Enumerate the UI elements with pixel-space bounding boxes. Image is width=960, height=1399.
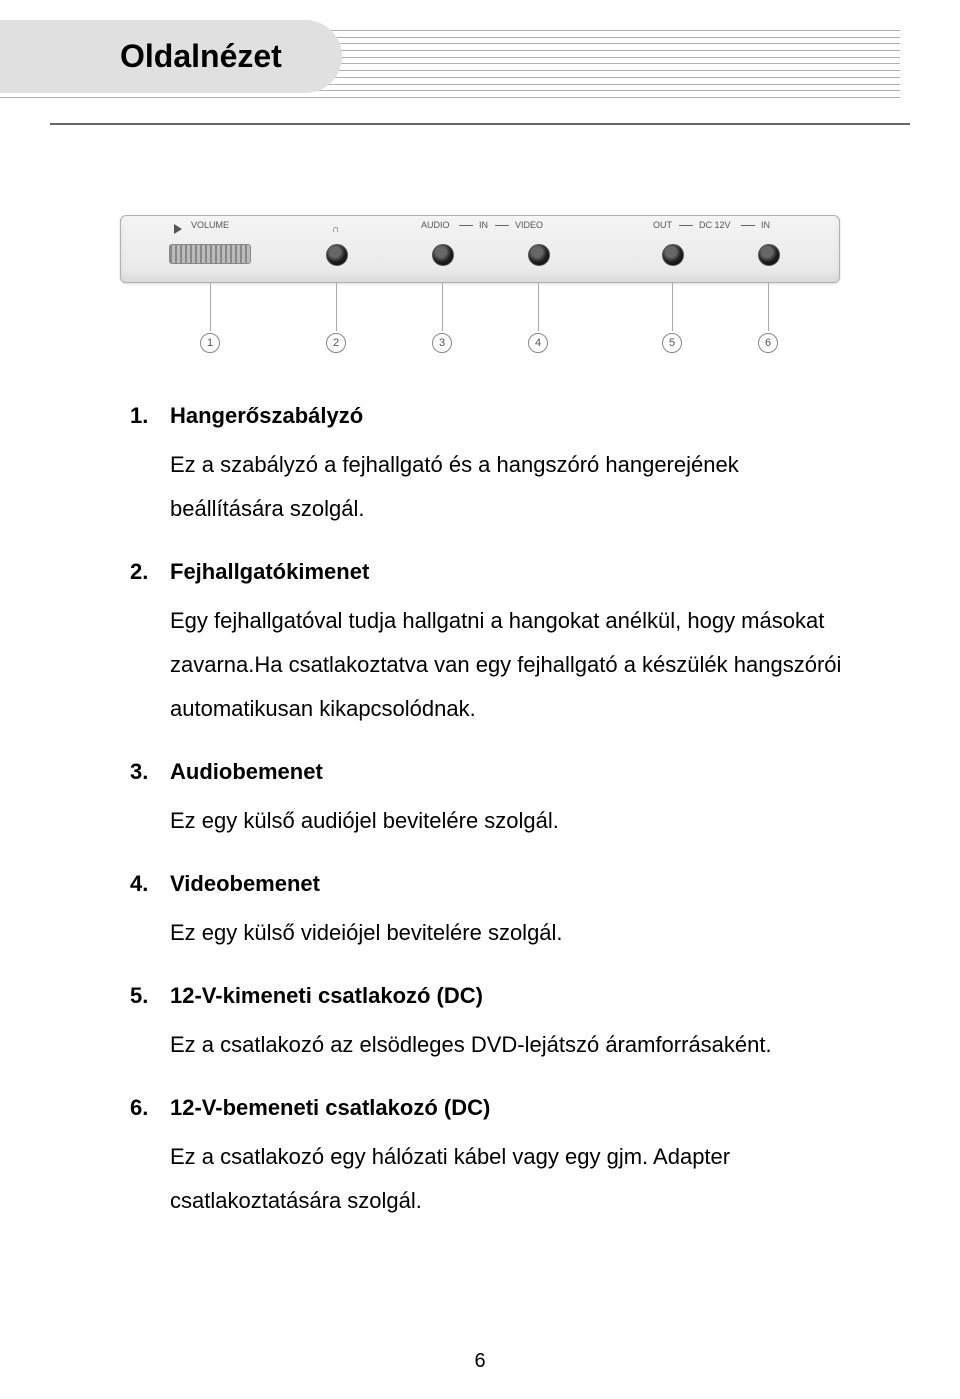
volume-slider xyxy=(169,244,251,264)
dash xyxy=(741,225,755,226)
list-item-body: Ez egy külső videiójel bevitelére szolgá… xyxy=(170,911,850,955)
label-in-2: IN xyxy=(761,220,770,230)
callout-number: 2 xyxy=(326,333,346,353)
list-item-title: 12-V-kimeneti csatlakozó (DC) xyxy=(170,983,483,1009)
list-item-body: Ez egy külső audiójel bevitelére szolgál… xyxy=(170,799,850,843)
list-item: 6.12-V-bemeneti csatlakozó (DC) Ez a csat… xyxy=(130,1095,850,1223)
list-item-body: Egy fejhallgatóval tudja hallgatni a han… xyxy=(170,599,850,731)
list-item-head: 4.Videobemenet xyxy=(130,871,850,897)
callout-line xyxy=(538,283,539,331)
page-title: Oldalnézet xyxy=(120,38,282,75)
callout-line xyxy=(768,283,769,331)
label-volume: VOLUME xyxy=(191,220,229,230)
device-body: VOLUME ∩ AUDIO IN VIDEO OUT DC 12V IN xyxy=(120,215,840,283)
list-item: 2.Fejhallgatókimenet Egy fejhallgatóval t… xyxy=(130,559,850,731)
list-item-body: Ez a szabályzó a fejhallgató és a hangsz… xyxy=(170,443,850,531)
list-item-head: 3.Audiobemenet xyxy=(130,759,850,785)
list-item-title: Fejhallgatókimenet xyxy=(170,559,369,585)
label-audio: AUDIO xyxy=(421,220,450,230)
list-item-title: 12-V-bemeneti csatlakozó (DC) xyxy=(170,1095,490,1121)
list-item-head: 2.Fejhallgatókimenet xyxy=(130,559,850,585)
list-item: 3.Audiobemenet Ez egy külső audiójel bevi… xyxy=(130,759,850,843)
jack-headphone xyxy=(326,244,348,266)
device-illustration: VOLUME ∩ AUDIO IN VIDEO OUT DC 12V IN 12… xyxy=(120,215,840,283)
callout-number: 3 xyxy=(432,333,452,353)
list-item-title: Hangerőszabályzó xyxy=(170,403,363,429)
jack-video-in xyxy=(528,244,550,266)
jack-audio-in xyxy=(432,244,454,266)
label-dc12v: DC 12V xyxy=(699,220,731,230)
callout-number: 4 xyxy=(528,333,548,353)
list-item-head: 1.Hangerőszabályzó xyxy=(130,403,850,429)
callout-number: 6 xyxy=(758,333,778,353)
list-item-body: Ez a csatlakozó egy hálózati kábel vagy … xyxy=(170,1135,850,1223)
list-item-title: Audiobemenet xyxy=(170,759,323,785)
dash xyxy=(459,225,473,226)
jack-dc-out xyxy=(662,244,684,266)
volume-triangle-icon xyxy=(174,224,182,234)
list-item-body: Ez a csatlakozó az elsödleges DVD-lejáts… xyxy=(170,1023,850,1067)
label-out: OUT xyxy=(653,220,672,230)
jack-dc-in xyxy=(758,244,780,266)
list-item-number: 1. xyxy=(130,403,170,429)
callout-number: 5 xyxy=(662,333,682,353)
callout-line xyxy=(672,283,673,331)
content-list: 1.Hangerőszabályzó Ez a szabályzó a fejha… xyxy=(130,403,850,1223)
list-item-number: 6. xyxy=(130,1095,170,1121)
list-item-number: 4. xyxy=(130,871,170,897)
callout-line xyxy=(442,283,443,331)
callout-number: 1 xyxy=(200,333,220,353)
list-item-title: Videobemenet xyxy=(170,871,320,897)
callout-line xyxy=(210,283,211,331)
list-item-number: 5. xyxy=(130,983,170,1009)
list-item: 4.Videobemenet Ez egy külső videiójel bev… xyxy=(130,871,850,955)
separator-line xyxy=(50,123,910,125)
list-item: 5.12-V-kimeneti csatlakozó (DC) Ez a csat… xyxy=(130,983,850,1067)
list-item-number: 2. xyxy=(130,559,170,585)
header: Oldalnézet xyxy=(0,0,960,125)
page-number: 6 xyxy=(0,1350,960,1373)
list-item-number: 3. xyxy=(130,759,170,785)
headphone-icon: ∩ xyxy=(332,224,339,235)
list-item: 1.Hangerőszabályzó Ez a szabályzó a fejha… xyxy=(130,403,850,531)
dash xyxy=(495,225,509,226)
list-item-head: 6.12-V-bemeneti csatlakozó (DC) xyxy=(130,1095,850,1121)
callout-line xyxy=(336,283,337,331)
title-tab: Oldalnézet xyxy=(0,20,342,93)
list-item-head: 5.12-V-kimeneti csatlakozó (DC) xyxy=(130,983,850,1009)
dash xyxy=(679,225,693,226)
label-video: VIDEO xyxy=(515,220,543,230)
label-in-1: IN xyxy=(479,220,488,230)
